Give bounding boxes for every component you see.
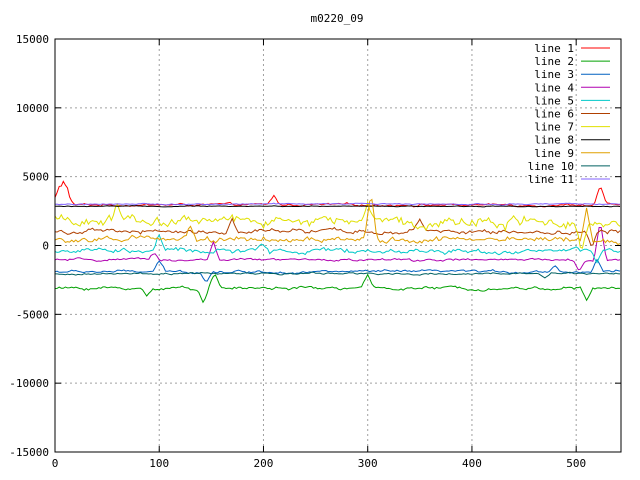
series-lines [54,180,621,304]
legend-label-9: line 9 [534,147,574,160]
y-tick-label: 15000 [16,33,49,46]
y-tick-label: 10000 [16,102,49,115]
legend-label-8: line 8 [534,134,574,147]
series-line-8 [55,205,621,208]
y-tick-label: 5000 [23,171,50,184]
series-line-3 [54,258,621,282]
legend-label-7: line 7 [534,121,574,134]
series-line-6 [54,217,621,246]
y-tick-label: 0 [42,240,49,253]
series-line-5 [54,233,621,264]
legend-label-2: line 2 [534,55,574,68]
legend-label-6: line 6 [534,108,574,121]
legend-label-4: line 4 [534,81,574,94]
chart-title: m0220_09 [311,12,364,25]
x-tick-label: 400 [462,457,482,470]
series-line-4 [54,227,621,271]
x-tick-label: 300 [358,457,378,470]
y-tick-label: -15000 [9,446,49,459]
legend-label-11: line 11 [528,173,574,186]
series-line-11 [54,202,621,206]
series-line-10 [55,271,621,279]
x-tick-label: 200 [254,457,274,470]
series-line-2 [54,273,621,304]
series-line-9 [54,198,621,246]
y-tick-label: -5000 [16,308,49,321]
x-tick-label: 0 [52,457,59,470]
legend-label-1: line 1 [534,42,574,55]
y-tick-label: -10000 [9,377,49,390]
legend-label-3: line 3 [534,68,574,81]
legend-label-5: line 5 [534,94,574,107]
legend-label-10: line 10 [528,160,574,173]
x-tick-label: 500 [566,457,586,470]
series-line-7 [54,200,621,249]
axis-ticks: 0 100 200 300 400 500 -15000 -10000 -5000 0 5000 10… [9,33,621,470]
x-tick-label: 100 [149,457,169,470]
